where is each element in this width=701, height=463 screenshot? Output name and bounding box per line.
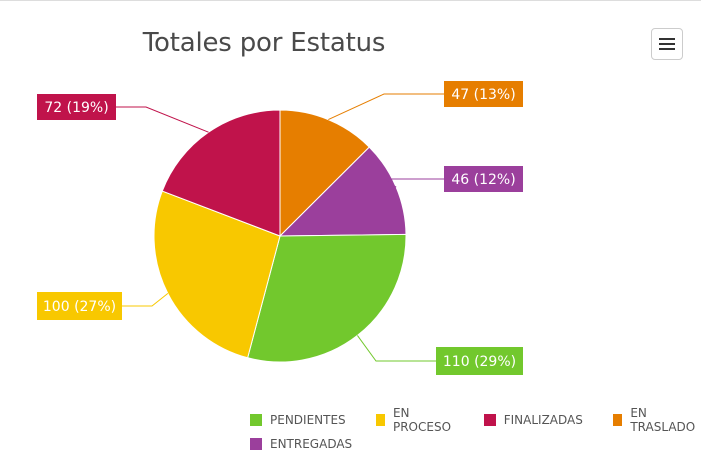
pie-slice-en-traslado[interactable]	[279, 109, 370, 238]
data-label-box	[37, 292, 122, 320]
data-label: 47 (13%)	[451, 87, 515, 103]
chart-title: Totales por Estatus	[142, 28, 386, 58]
legend-label: EN TRASLADO	[630, 406, 696, 434]
data-label-box	[444, 166, 523, 192]
data-label: 46 (12%)	[451, 172, 515, 188]
legend-swatch	[612, 414, 623, 426]
legend-label: EN PROCESO	[392, 406, 452, 434]
legend-label: PENDIENTES	[270, 413, 346, 427]
connector-line	[116, 106, 209, 133]
connector-line	[328, 93, 444, 121]
legend-swatch	[375, 414, 385, 426]
data-label-box	[37, 94, 116, 120]
chart-menu-button[interactable]	[651, 28, 683, 60]
legend-item-en-proceso[interactable]: EN PROCESO	[366, 406, 454, 434]
legend-label: FINALIZADAS	[503, 413, 583, 427]
legend-item-finalizadas[interactable]: FINALIZADAS	[474, 413, 583, 427]
legend-swatch	[483, 414, 496, 426]
legend-row: PENDIENTES EN PROCESO FINALIZADAS EN TRA…	[240, 406, 695, 434]
legend-swatch	[250, 414, 262, 426]
connector-line	[356, 335, 436, 362]
legend-swatch	[250, 438, 262, 450]
legend: PENDIENTES EN PROCESO FINALIZADAS EN TRA…	[240, 406, 695, 458]
data-label-box	[444, 81, 523, 107]
data-label-box	[436, 347, 523, 375]
connector-line	[122, 293, 169, 307]
data-label: 72 (19%)	[44, 100, 108, 116]
pie-slice-finalizadas[interactable]	[161, 109, 281, 237]
data-label: 100 (27%)	[43, 299, 116, 315]
connector-line	[382, 178, 444, 188]
legend-item-entregadas[interactable]: ENTREGADAS	[240, 437, 352, 451]
data-label: 110 (29%)	[443, 354, 516, 370]
pie-slice-pendientes[interactable]	[247, 233, 407, 363]
legend-item-en-traslado[interactable]: EN TRASLADO	[603, 406, 698, 434]
legend-label: ENTREGADAS	[270, 437, 353, 451]
pie-slice-en-proceso[interactable]	[153, 190, 281, 359]
legend-item-pendientes[interactable]: PENDIENTES	[240, 413, 346, 427]
hamburger-menu-icon	[659, 38, 675, 50]
legend-row: ENTREGADAS	[240, 434, 690, 454]
top-border	[0, 0, 701, 1]
pie-chart: 47 (13%) 46 (12%) 110 (29%) 100 (27%) 72 (19…	[37, 81, 523, 375]
